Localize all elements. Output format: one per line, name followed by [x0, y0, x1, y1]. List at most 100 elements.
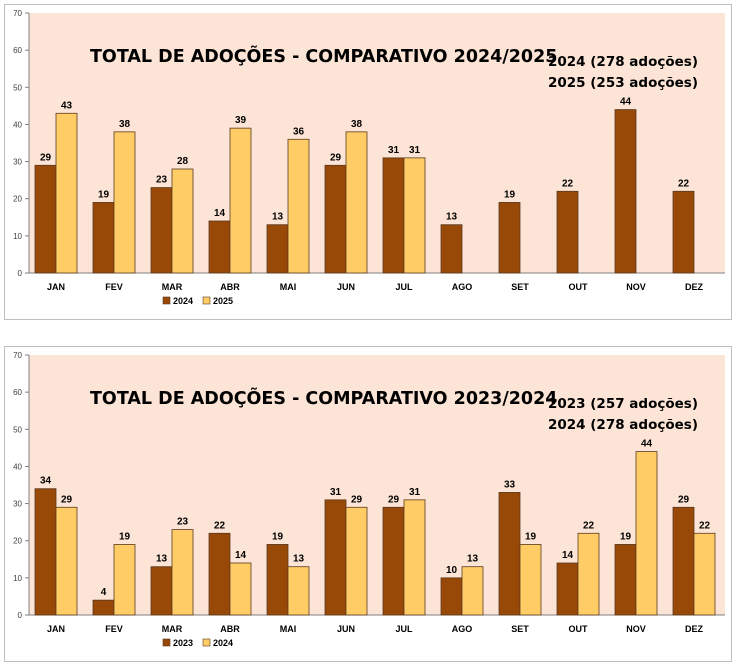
y-tick-label: 30: [13, 158, 22, 167]
bar-2023-jan: [34, 488, 57, 616]
x-tick-label: JUN: [337, 624, 355, 634]
chart-2023-2024: 0 10 20 30 40 50 60 70 34 29 JAN 4 19 FEV 13 23 MAR 22 14 A…: [13, 351, 725, 648]
data-label: 31: [409, 145, 421, 156]
data-label: 31: [388, 145, 400, 156]
series-total-note: 2023 (257 adoções): [548, 396, 698, 412]
bar-2024-abr: [208, 220, 231, 274]
data-label: 23: [156, 175, 168, 186]
bar-2024-jun: [324, 164, 347, 274]
data-label: 10: [446, 565, 458, 576]
data-label: 19: [504, 189, 516, 200]
y-tick-label: 40: [13, 462, 22, 471]
data-label: 19: [119, 531, 131, 542]
data-label: 29: [40, 152, 52, 163]
data-label: 22: [562, 178, 574, 189]
bar-2024-jan: [34, 164, 57, 274]
data-label: 29: [678, 494, 690, 505]
data-label: 29: [330, 152, 342, 163]
data-label: 38: [119, 119, 131, 130]
x-tick-label: OUT: [569, 282, 589, 292]
legend-swatch-2025: [202, 296, 211, 305]
bar-2024-mai: [266, 224, 289, 274]
bar-2024-jan: [55, 506, 78, 616]
bar-2024-jul: [403, 499, 426, 616]
data-label: 22: [678, 178, 690, 189]
legend-swatch-2023: [162, 638, 171, 647]
bar-2023-abr: [208, 532, 231, 616]
bar-2023-out: [556, 562, 579, 616]
data-label: 31: [330, 487, 342, 498]
data-label: 19: [272, 531, 284, 542]
data-label: 29: [388, 494, 400, 505]
bar-2024-mai: [287, 566, 310, 616]
data-label: 43: [61, 100, 73, 111]
y-tick-label: 0: [18, 611, 23, 620]
x-tick-label: SET: [511, 624, 529, 634]
bar-2023-ago: [440, 577, 463, 616]
data-label: 19: [620, 531, 632, 542]
x-tick-label: AGO: [452, 282, 473, 292]
bar-2024-fev: [113, 544, 136, 616]
y-tick-label: 60: [13, 388, 22, 397]
y-tick-label: 50: [13, 425, 22, 434]
bar-2024-nov: [635, 451, 658, 616]
data-label: 29: [351, 494, 363, 505]
data-label: 13: [293, 554, 305, 565]
bar-2023-mai: [266, 544, 289, 616]
bar-2024-jul: [382, 157, 405, 274]
bar-2024-mar: [150, 187, 173, 274]
x-tick-label: MAR: [162, 282, 183, 292]
data-label: 14: [562, 550, 574, 561]
bar-2024-dez: [672, 190, 695, 274]
bar-2024-dez: [693, 532, 716, 616]
x-tick-label: MAR: [162, 624, 183, 634]
x-tick-label: DEZ: [685, 282, 704, 292]
series-total-note: 2024 (278 adoções): [548, 54, 698, 70]
data-label: 14: [214, 208, 226, 219]
y-tick-label: 50: [13, 83, 22, 92]
x-tick-label: SET: [511, 282, 529, 292]
y-tick-label: 10: [13, 574, 22, 583]
bar-2024-out: [556, 190, 579, 274]
data-label: 39: [235, 115, 247, 126]
y-tick-label: 20: [13, 537, 22, 546]
data-label: 44: [641, 439, 653, 450]
plot-area: [29, 355, 725, 615]
data-label: 23: [177, 517, 189, 528]
x-tick-label: NOV: [626, 282, 646, 292]
x-tick-label: OUT: [569, 624, 589, 634]
bar-2025-jan: [55, 112, 78, 274]
bar-2024-mar: [171, 529, 194, 616]
bar-2025-fev: [113, 131, 136, 274]
chart-2024-2025: 0 10 20 30 40 50 60 70 29 43 JAN 19 38 FEV 23 28 MAR 14 39…: [13, 9, 725, 306]
x-tick-label: JUL: [395, 282, 413, 292]
bar-2024-out: [577, 532, 600, 616]
x-tick-label: DEZ: [685, 624, 704, 634]
bar-2023-jun: [324, 499, 347, 616]
legend-label: 2024: [173, 296, 193, 306]
data-label: 31: [409, 487, 421, 498]
bar-2023-set: [498, 492, 521, 616]
bar-2023-jul: [382, 506, 405, 616]
data-label: 4: [101, 587, 107, 598]
data-label: 36: [293, 126, 305, 137]
bar-2023-dez: [672, 506, 695, 616]
bar-2024-ago: [461, 566, 484, 616]
y-tick-label: 60: [13, 46, 22, 55]
bar-2024-abr: [229, 562, 252, 616]
data-label: 13: [156, 554, 168, 565]
data-label: 22: [214, 520, 226, 531]
x-tick-label: JAN: [47, 282, 65, 292]
x-tick-label: JUN: [337, 282, 355, 292]
bar-2024-set: [519, 544, 542, 616]
y-tick-label: 70: [13, 351, 22, 360]
y-tick-label: 20: [13, 195, 22, 204]
chart-panel-2023-2024: 0 10 20 30 40 50 60 70 34 29 JAN 4 19 FEV 13 23 MAR 22 14 A…: [4, 346, 732, 662]
y-tick-label: 0: [18, 269, 23, 278]
data-label: 22: [699, 520, 711, 531]
data-label: 22: [583, 520, 595, 531]
x-tick-label: JUL: [395, 624, 413, 634]
data-label: 33: [504, 479, 516, 490]
data-label: 34: [40, 476, 52, 487]
data-label: 28: [177, 156, 189, 167]
